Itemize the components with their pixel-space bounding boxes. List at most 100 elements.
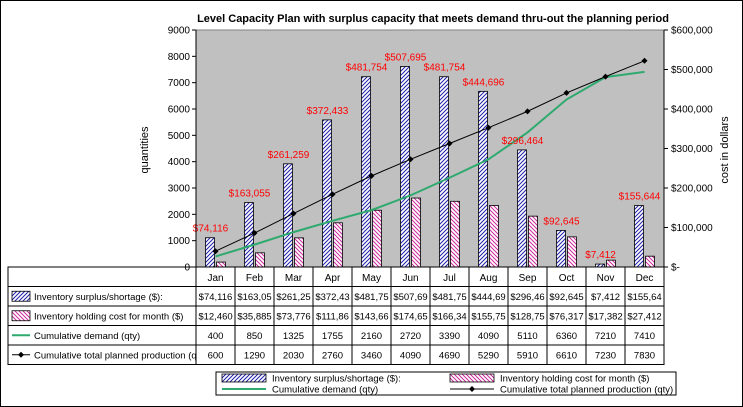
table-cell: 3390 [439,331,460,342]
table-cell: 6360 [556,331,577,342]
bar-holding-cost [567,236,577,268]
right-tick-label: $400,000 [671,105,713,116]
table-row-label: Cumulative demand (qty) [34,331,140,342]
legend-swatch-holding [449,373,495,383]
table-cell: $73,776 [276,311,310,322]
left-tick-label: 5000 [168,131,191,142]
table-cell: $296,46 [510,292,544,303]
table-cell: $481,75 [354,292,388,303]
bar-holding-cost [606,259,616,268]
production-marker [368,172,375,179]
table-row-label: Inventory holding cost for month ($) [34,311,183,322]
legend: Inventory surplus/shortage ($): Inventory… [215,371,677,396]
bar-holding-cost [411,197,421,268]
data-label-surplus: $7,412 [585,250,616,261]
table-cell: 1290 [244,350,265,361]
left-tick-label: 9000 [168,26,191,37]
bar-inventory-surplus [400,66,410,268]
legend-label: Cumulative total planned production (qty… [500,385,673,396]
table-cell: 2720 [400,331,421,342]
legend-label: Inventory holding cost for month ($) [500,374,649,385]
production-marker [524,108,531,115]
table-cell: $92,645 [549,292,583,303]
data-label-surplus: $481,754 [346,63,388,74]
bar-inventory-surplus [517,149,527,268]
table-cell: $12,460 [198,311,232,322]
table-cell: 5910 [517,350,538,361]
table-cell: $27,412 [627,311,661,322]
data-label-surplus: $261,259 [268,150,310,161]
data-label-surplus: $92,645 [543,216,580,227]
plot-area: $74,116$163,055$261,259$372,433$481,754$… [193,29,665,268]
axes: 9000 8000 7000 6000 5000 4000 3000 2000 1000 0 $60… [168,26,713,274]
table-cell: 400 [208,331,224,342]
table-cell: 2760 [322,350,343,361]
table-row-label: Cumulative total planned production (q [34,350,197,361]
bar-holding-cost [645,255,655,268]
month-label: Nov [597,273,615,284]
bar-holding-cost [372,209,382,268]
table-cell: $143,66 [354,311,388,322]
left-tick-label: 3000 [168,184,191,195]
data-label-surplus: $444,696 [463,77,505,88]
month-label: Jun [402,273,418,284]
month-label: Oct [559,273,575,284]
table-cell: 7410 [634,331,655,342]
table-cell: 2030 [283,350,304,361]
table-cell: 3460 [361,350,382,361]
table-cell: $155,75 [471,311,505,322]
table-cell: $17,382 [588,311,622,322]
line-cumulative-demand [215,70,645,258]
bar-inventory-surplus [478,90,488,268]
table-cell: 5110 [517,331,537,342]
month-label: Feb [246,273,264,284]
production-marker [251,230,258,237]
production-marker [485,124,492,131]
line-cumulative-production [215,60,645,252]
table-cell: 7210 [595,331,616,342]
month-label: Dec [636,273,654,284]
production-marker [602,73,609,80]
production-marker [446,140,453,147]
table-cell: 850 [247,331,263,342]
data-label-surplus: $163,055 [229,189,271,200]
table-cell: 2160 [361,331,382,342]
left-tick-label: 1000 [168,236,191,247]
bar-holding-cost [450,200,460,268]
right-tick-label: $600,000 [671,26,713,37]
table-cell: $111,86 [316,311,349,322]
left-axis-title: quantities [139,126,151,174]
table-cell: 4690 [439,350,460,361]
production-marker [212,248,219,255]
legend-key-holding [11,310,31,322]
bar-holding-cost [528,215,538,268]
month-label: Jul [443,273,456,284]
left-tick-label: 2000 [168,210,191,221]
right-tick-label: $500,000 [671,65,713,76]
bar-holding-cost [216,261,226,268]
month-label: May [362,273,381,284]
data-label-surplus: $481,754 [424,63,466,74]
production-marker [563,89,570,96]
table-cell: $7,412 [591,292,620,303]
month-label: Apr [325,273,341,284]
left-tick-label: 8000 [168,52,191,63]
table-cell: $481,75 [432,292,466,303]
legend-key-production-marker [18,351,24,358]
production-marker [290,210,297,217]
right-tick-label: $- [671,263,680,274]
data-label-surplus: $296,464 [502,136,544,147]
data-table: Jan Feb Mar Apr May Jun Jul Aug Sep Oct Nov Dec Inve… [7,266,665,365]
legend-label: Cumulative demand (qty) [272,385,378,396]
table-cell: $174,65 [393,311,427,322]
production-marker [329,191,336,198]
bar-inventory-surplus [205,237,215,268]
right-tick-label: $200,000 [671,184,713,195]
bar-inventory-surplus [634,205,644,268]
table-cell: 4090 [400,350,421,361]
bar-inventory-surplus [322,119,332,268]
table-cell: $163,05 [237,292,271,303]
chart-title: Level Capacity Plan with surplus capacit… [197,13,669,25]
bar-holding-cost [489,205,499,268]
